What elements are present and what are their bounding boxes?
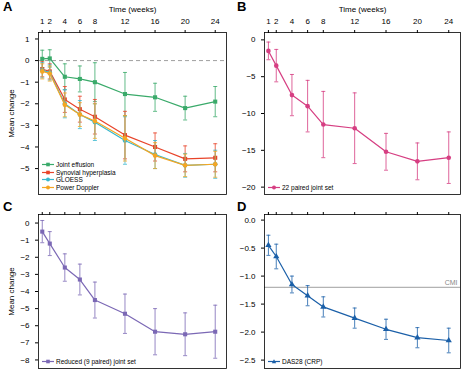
html-text:D: D (237, 199, 247, 214)
svg-text:−20: −20 (242, 183, 256, 192)
html-text:Power Doppler: Power Doppler (56, 183, 99, 191)
svg-text:Time (weeks): Time (weeks) (339, 5, 387, 14)
html-text:GLOESS: GLOESS (56, 176, 83, 183)
svg-text:1: 1 (266, 17, 271, 26)
svg-text:0: 0 (251, 35, 256, 44)
svg-text:12: 12 (121, 17, 130, 26)
svg-text:Mean change: Mean change (7, 267, 16, 316)
svg-text:0: 0 (25, 56, 30, 65)
svg-text:−2: −2 (20, 99, 30, 108)
svg-text:−4: −4 (20, 287, 30, 296)
svg-text:8: 8 (321, 17, 326, 26)
svg-text:6: 6 (78, 17, 83, 26)
svg-text:2: 2 (48, 17, 53, 26)
svg-text:−4: −4 (20, 143, 30, 152)
svg-text:−1.5: −1.5 (240, 300, 256, 309)
svg-text:8: 8 (93, 17, 98, 26)
svg-text:Time (weeks): Time (weeks) (109, 5, 157, 14)
html-text:Joint effusion: Joint effusion (56, 161, 95, 168)
svg-text:−3: −3 (20, 270, 30, 279)
svg-text:12: 12 (350, 17, 359, 26)
svg-text:16: 16 (382, 17, 391, 26)
svg-text:0: 0 (25, 219, 30, 228)
html-text:C: C (3, 199, 13, 214)
svg-text:4: 4 (290, 17, 295, 26)
html-text:B: B (237, 0, 247, 14)
svg-text:CMI: CMI (445, 279, 458, 286)
svg-text:−3: −3 (20, 121, 30, 130)
svg-text:−7: −7 (20, 338, 30, 347)
svg-text:−2.0: −2.0 (240, 328, 256, 337)
svg-text:1: 1 (25, 35, 30, 44)
svg-text:−5: −5 (20, 164, 30, 173)
svg-text:−10: −10 (242, 109, 256, 118)
svg-text:4: 4 (63, 17, 68, 26)
svg-text:−1.0: −1.0 (240, 272, 256, 281)
svg-text:20: 20 (413, 17, 422, 26)
html-text:22 paired joint set: 22 paired joint set (282, 183, 334, 191)
svg-text:−1: −1 (20, 236, 30, 245)
svg-text:−1: −1 (20, 78, 30, 87)
svg-text:6: 6 (305, 17, 310, 26)
svg-text:Mean change: Mean change (7, 89, 16, 138)
svg-text:−0.5: −0.5 (240, 244, 256, 253)
svg-text:16: 16 (151, 17, 160, 26)
svg-text:24: 24 (444, 17, 453, 26)
svg-text:−2.5: −2.5 (240, 356, 256, 365)
html-text:Synovial hyperplasia: Synovial hyperplasia (56, 168, 116, 176)
svg-text:20: 20 (181, 17, 190, 26)
svg-text:−5: −5 (246, 72, 256, 81)
svg-text:−6: −6 (20, 321, 30, 330)
svg-text:24: 24 (211, 17, 220, 26)
svg-text:−15: −15 (242, 146, 256, 155)
html-text:Reduced (9 paired) joint set: Reduced (9 paired) joint set (56, 357, 136, 365)
svg-text:0.0: 0.0 (244, 216, 256, 225)
svg-text:2: 2 (274, 17, 279, 26)
svg-text:1: 1 (40, 17, 45, 26)
html-text:A: A (3, 0, 13, 14)
svg-text:−2: −2 (20, 253, 30, 262)
svg-text:−5: −5 (20, 304, 30, 313)
html-text:DAS28 (CRP): DAS28 (CRP) (282, 357, 323, 365)
svg-text:−8: −8 (20, 356, 30, 365)
